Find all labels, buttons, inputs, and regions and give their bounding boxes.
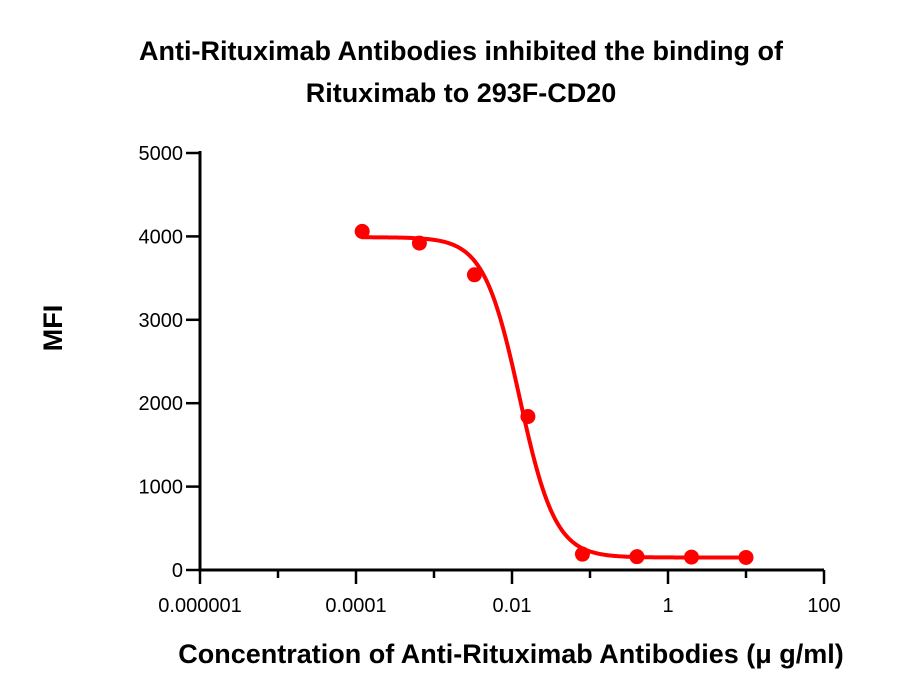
x-tick-label: 0.01: [493, 595, 532, 617]
x-tick-label: 0.0001: [325, 595, 386, 617]
y-tick-label: 3000: [139, 310, 184, 332]
y-tick-label: 1000: [139, 477, 184, 499]
y-tick-label: 5000: [139, 143, 184, 165]
x-tick-label: 100: [807, 595, 840, 617]
y-axis-title: MFI: [38, 305, 68, 352]
data-point: [354, 223, 370, 239]
y-tick-label: 4000: [139, 226, 184, 248]
axes: 0 1000 2000 3000 4000 5000 0.000001 0.0001 0.01 1…: [139, 143, 841, 617]
data-point: [466, 267, 482, 283]
y-tick-label: 0: [172, 560, 183, 582]
data-point: [520, 409, 536, 425]
fit-curve-group: [360, 235, 748, 560]
x-axis-title: Concentration of Anti-Rituximab Antibodi…: [178, 639, 843, 669]
data-point: [683, 549, 699, 565]
x-tick-label: 1: [662, 595, 673, 617]
data-point: [411, 235, 427, 251]
chart-title-line-2: Rituximab to 293F-CD20: [305, 78, 617, 108]
x-tick-label: 0.000001: [158, 595, 241, 617]
fit-curve: [360, 235, 748, 560]
chart-title-line-1: Anti-Rituximab Antibodies inhibited the …: [139, 36, 783, 66]
data-point: [629, 549, 645, 565]
data-point: [738, 549, 754, 565]
data-points: [354, 223, 754, 565]
data-point: [574, 546, 590, 562]
chart-title: Anti-Rituximab Antibodies inhibited the …: [0, 30, 922, 114]
y-tick-label: 2000: [139, 393, 184, 415]
